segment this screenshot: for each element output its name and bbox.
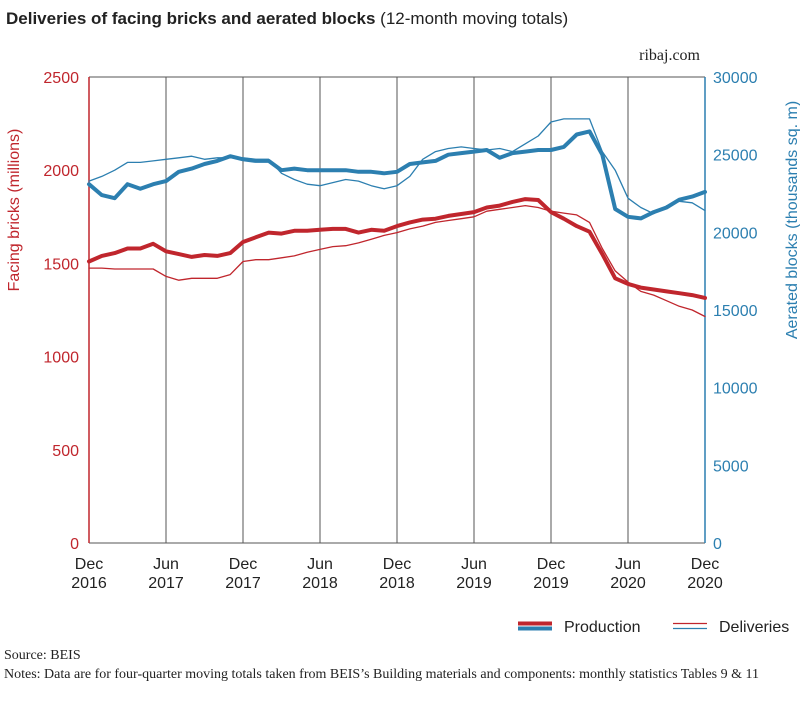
source-notes: Source: BEIS Notes: Data are for four-qu…: [4, 646, 784, 684]
right-axis-title: Aerated blocks (thousands sq. m): [784, 101, 800, 339]
x-tick-month-label: Dec: [75, 556, 103, 573]
x-tick-year-label: 2016: [71, 575, 107, 592]
left-y-tick-label: 0: [70, 536, 79, 553]
notes-text: Notes: Data are for four-quarter moving …: [4, 667, 759, 682]
right-y-tick-label: 5000: [713, 458, 749, 475]
chart-title-main: Deliveries of facing bricks and aerated …: [6, 9, 376, 28]
right-y-tick-label: 20000: [713, 225, 758, 242]
x-tick-month-label: Jun: [615, 556, 641, 573]
left-y-tick-label: 2000: [43, 163, 79, 180]
x-tick-year-label: 2017: [148, 575, 184, 592]
x-tick-month-label: Jun: [307, 556, 333, 573]
x-tick-month-label: Dec: [229, 556, 257, 573]
site-label: ribaj.com: [639, 47, 700, 64]
right-y-tick-label: 25000: [713, 148, 758, 165]
bricks-deliveries-line: [88, 204, 706, 318]
right-y-tick-label: 30000: [713, 70, 758, 87]
x-tick-month-label: Dec: [537, 556, 565, 573]
left-y-tick-label: 2500: [43, 70, 79, 87]
x-tick-month-label: Dec: [383, 556, 411, 573]
left-axis-title: Facing bricks (millions): [6, 129, 23, 292]
x-tick-year-label: 2020: [687, 575, 723, 592]
x-tick-year-label: 2020: [610, 575, 646, 592]
x-tick-month-label: Dec: [691, 556, 719, 573]
blocks-production-line: [87, 129, 707, 221]
left-y-tick-label: 1500: [43, 256, 79, 273]
x-tick-year-label: 2019: [456, 575, 492, 592]
chart-title-sub: (12-month moving totals): [380, 9, 569, 28]
right-y-tick-label: 0: [713, 536, 722, 553]
chart-title: Deliveries of facing bricks and aerated …: [6, 9, 568, 29]
x-tick-month-label: Jun: [153, 556, 179, 573]
x-tick-year-label: 2018: [379, 575, 415, 592]
legend-label: Production: [564, 619, 641, 636]
source-text: Source: BEIS: [4, 648, 81, 663]
x-tick-year-label: 2017: [225, 575, 261, 592]
x-tick-year-label: 2019: [533, 575, 569, 592]
legend-label: Deliveries: [719, 619, 789, 636]
bricks-production-line: [87, 197, 707, 300]
left-y-tick-label: 1000: [43, 350, 79, 367]
left-y-tick-label: 500: [52, 443, 79, 460]
right-y-tick-label: 15000: [713, 303, 758, 320]
right-y-tick-label: 10000: [713, 381, 758, 398]
x-tick-year-label: 2018: [302, 575, 338, 592]
x-tick-month-label: Jun: [461, 556, 487, 573]
